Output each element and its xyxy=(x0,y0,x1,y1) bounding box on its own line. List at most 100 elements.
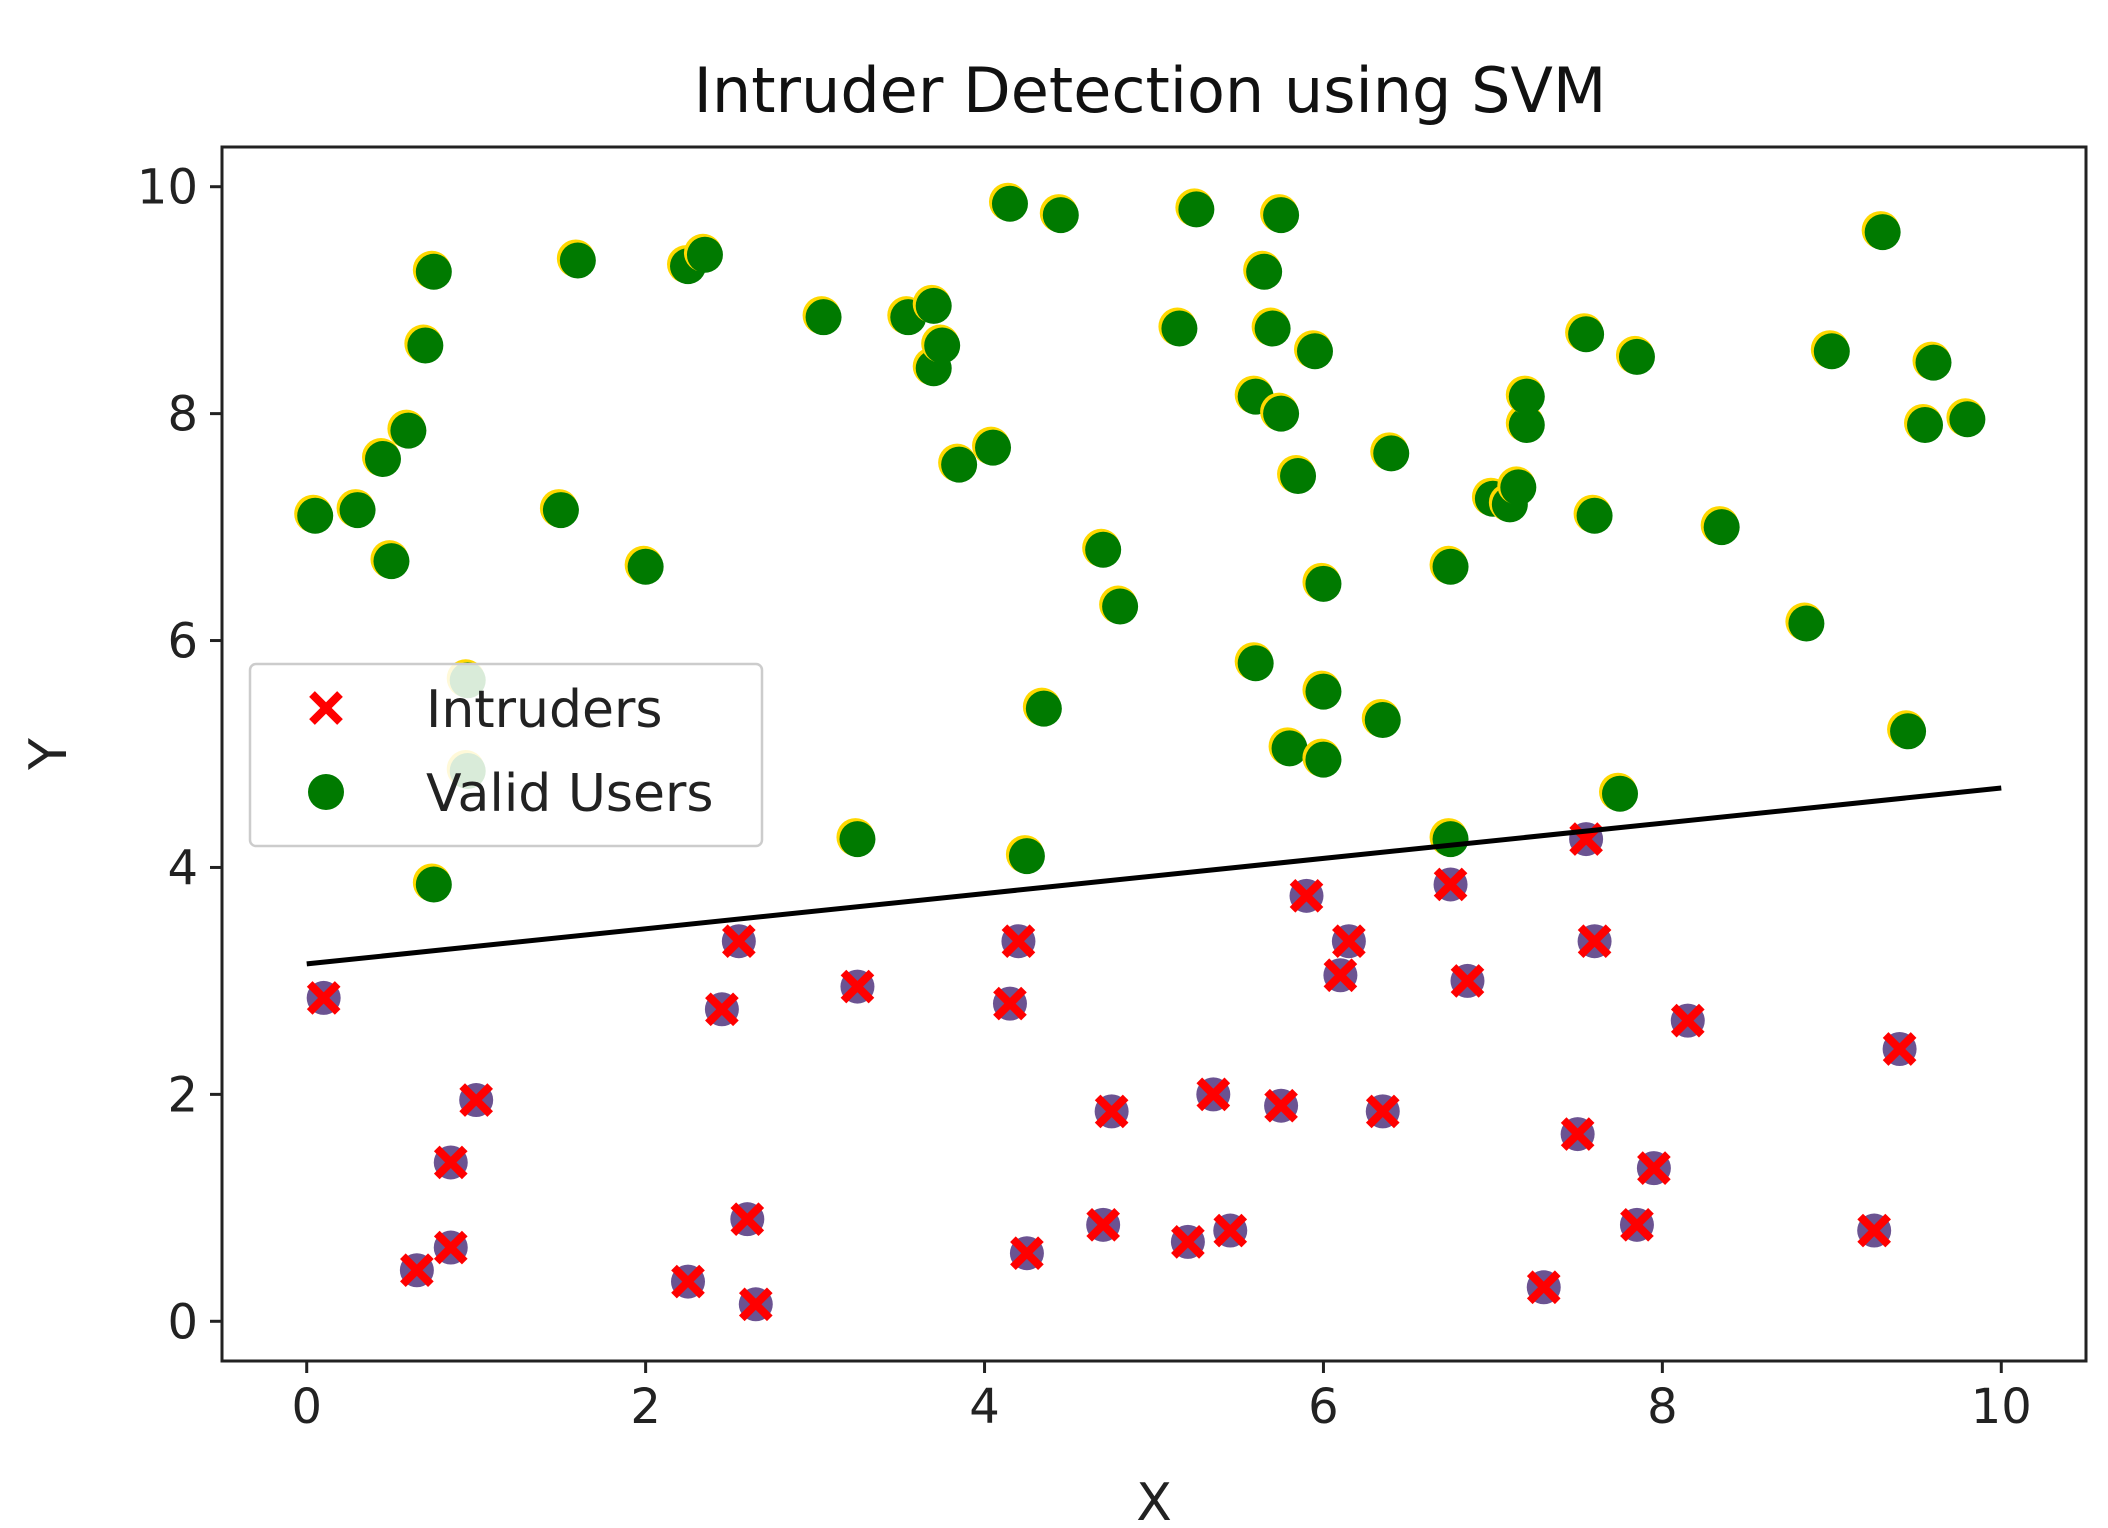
intruder-point xyxy=(840,969,875,1004)
intruder-point xyxy=(1577,924,1612,959)
intruder-point xyxy=(1009,1236,1044,1271)
intruder-point xyxy=(1569,822,1604,857)
intruder-point xyxy=(1196,1077,1231,1112)
intruder-point xyxy=(1001,924,1036,959)
legend-box xyxy=(248,662,764,848)
valid-user-point xyxy=(336,489,376,529)
valid-user-point xyxy=(988,182,1028,222)
valid-user-point xyxy=(836,818,876,858)
valid-user-point xyxy=(1260,194,1300,234)
valid-user-point xyxy=(1904,403,1944,443)
valid-user-point xyxy=(1785,602,1825,642)
valid-user-point xyxy=(1912,341,1952,381)
legend-intruders-marker xyxy=(309,691,343,725)
valid-user-point xyxy=(1293,330,1333,370)
valid-user-point xyxy=(802,296,842,336)
intruder-point xyxy=(433,1145,468,1180)
valid-user-point xyxy=(1946,398,1986,438)
intruder-point xyxy=(306,980,341,1015)
intruder-point xyxy=(1094,1094,1129,1129)
y-tick-label: 4 xyxy=(167,840,198,896)
valid-user-point xyxy=(1260,392,1300,432)
valid-user-point xyxy=(412,863,452,903)
valid-user-point xyxy=(1268,727,1308,767)
svm-decision-boundary xyxy=(306,785,2002,967)
valid-user-point xyxy=(1302,670,1342,710)
chart-title: Intruder Detection using SVM xyxy=(694,54,1607,127)
intruder-point xyxy=(992,986,1027,1021)
x-tick-label: 8 xyxy=(1647,1379,1678,1435)
x-tick-label: 0 xyxy=(291,1379,322,1435)
x-tick-label: 6 xyxy=(1308,1379,1339,1435)
valid-user-point xyxy=(404,324,444,364)
valid-user-point xyxy=(1700,506,1740,546)
y-tick-label: 10 xyxy=(137,160,198,216)
valid-user-point xyxy=(1158,307,1198,347)
y-tick-label: 6 xyxy=(167,614,198,670)
valid-user-point xyxy=(1361,698,1401,738)
intruder-point xyxy=(1213,1213,1248,1248)
y-tick-label: 2 xyxy=(167,1067,198,1123)
valid-user-point xyxy=(972,426,1012,466)
intruder-point xyxy=(1619,1207,1654,1242)
valid-user-point xyxy=(370,540,410,580)
valid-user-point xyxy=(1615,335,1655,375)
valid-user-point xyxy=(1429,545,1469,585)
intruder-point xyxy=(1636,1151,1671,1186)
intruder-point xyxy=(1670,1003,1705,1038)
valid-user-point xyxy=(1251,307,1291,347)
valid-user-point xyxy=(1505,375,1545,415)
valid-user-point xyxy=(1370,432,1410,472)
intruder-point xyxy=(1289,878,1324,913)
y-axis-label: Y xyxy=(19,738,79,771)
intruder-point xyxy=(721,924,756,959)
intruder-point xyxy=(399,1253,434,1288)
valid-user-point xyxy=(1599,772,1638,812)
intruder-point xyxy=(1450,963,1485,998)
x-tick-label: 4 xyxy=(969,1379,1000,1435)
valid-user-point xyxy=(1302,738,1342,778)
valid-user-point xyxy=(294,494,334,534)
intruder-point xyxy=(1882,1031,1917,1066)
intruder-point xyxy=(1857,1213,1892,1248)
valid-user-point xyxy=(1099,585,1139,625)
intruder-point xyxy=(1323,958,1358,993)
valid-user-point xyxy=(921,324,961,364)
legend-intruders-label: Intruders xyxy=(426,680,663,740)
intruder-point xyxy=(1264,1088,1299,1123)
x-axis-label: X xyxy=(1136,1473,1172,1528)
x-tick-label: 10 xyxy=(1971,1379,2032,1435)
legend-valid-users-marker xyxy=(308,774,344,810)
valid-user-point xyxy=(556,239,596,279)
valid-user-point xyxy=(1175,188,1215,228)
intruder-point xyxy=(738,1287,773,1322)
intruder-point xyxy=(1433,867,1468,902)
intruder-point xyxy=(459,1083,494,1118)
valid-user-point xyxy=(1565,313,1605,353)
intruder-point xyxy=(704,992,739,1027)
valid-user-point xyxy=(938,443,978,483)
valid-user-point xyxy=(412,250,452,290)
valid-user-point xyxy=(912,284,952,324)
y-tick-label: 8 xyxy=(167,387,198,443)
valid-user-point xyxy=(387,409,427,449)
valid-user-point xyxy=(1861,211,1901,251)
valid-user-point xyxy=(1022,687,1062,727)
valid-user-point xyxy=(1243,250,1283,290)
valid-user-point xyxy=(1082,528,1122,568)
intruder-point xyxy=(671,1264,705,1299)
valid-user-point xyxy=(1039,194,1079,234)
valid-user-point xyxy=(1810,330,1850,370)
intruder-point xyxy=(730,1202,765,1237)
valid-user-point xyxy=(1497,466,1537,506)
y-tick-label: 0 xyxy=(167,1294,198,1350)
intruder-point xyxy=(433,1230,468,1265)
valid-user-point xyxy=(1573,494,1613,534)
valid-user-point xyxy=(1505,403,1545,443)
plot-layer xyxy=(294,182,2002,1322)
intruder-point xyxy=(1526,1270,1561,1305)
valid-user-point xyxy=(1302,562,1342,602)
valid-user-point xyxy=(624,545,664,585)
intruder-point xyxy=(1560,1117,1595,1152)
